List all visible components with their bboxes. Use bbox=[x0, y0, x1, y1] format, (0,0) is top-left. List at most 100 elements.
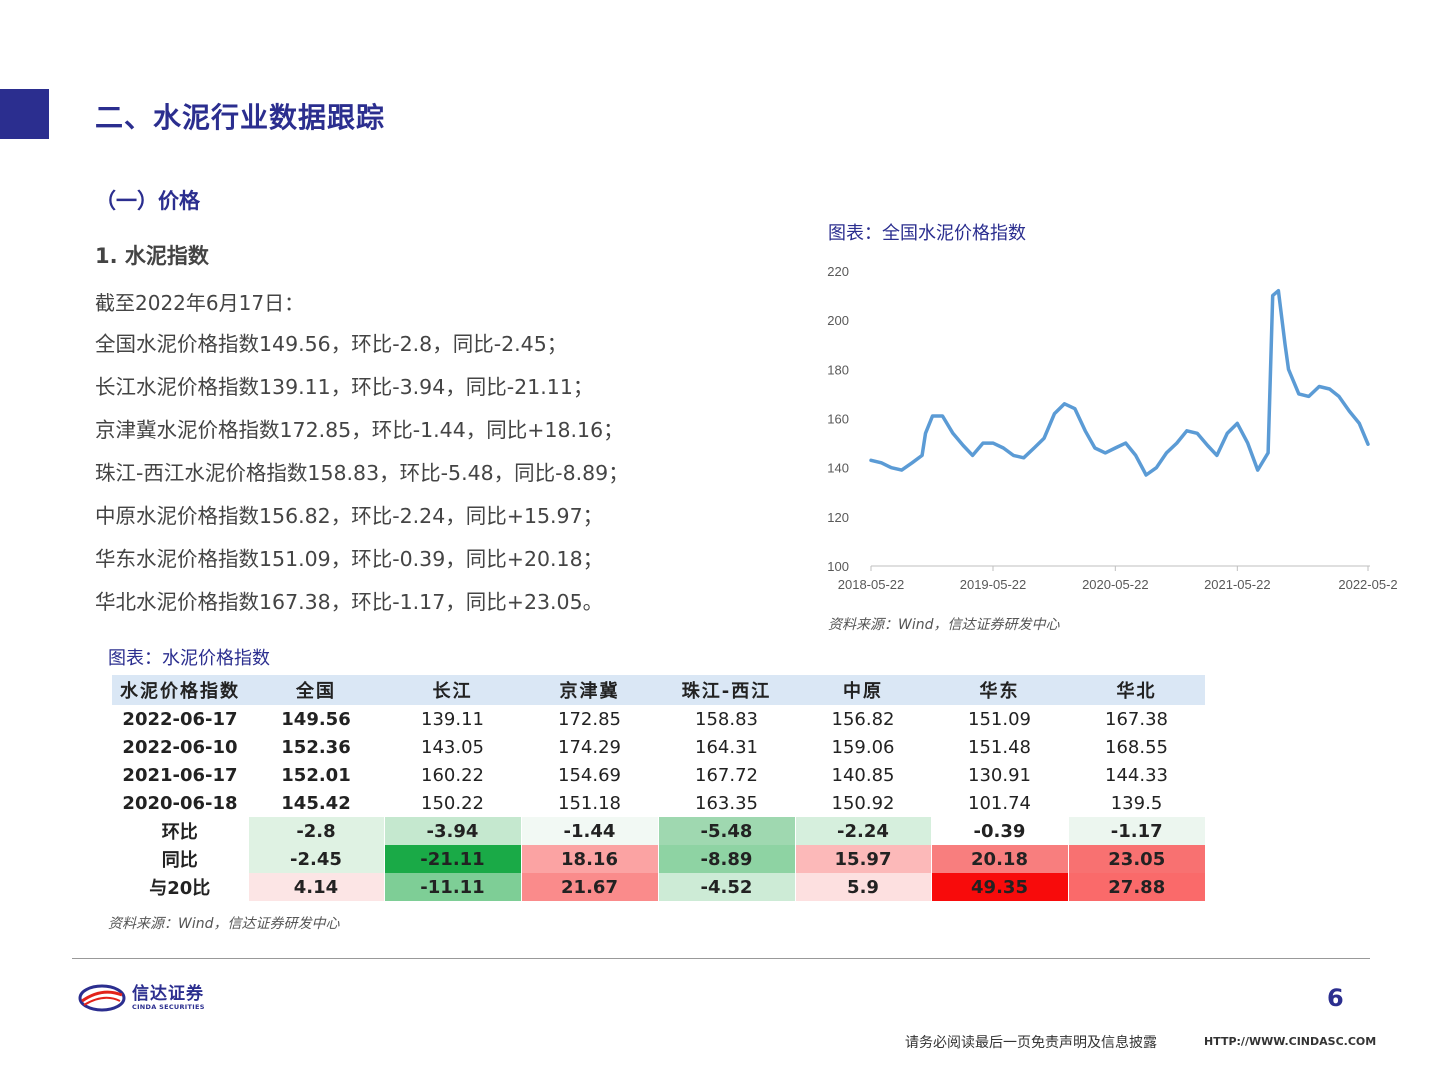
value-cell: -5.48 bbox=[657, 817, 795, 845]
value-cell: -2.24 bbox=[794, 817, 931, 845]
index-line-changjiang: 长江水泥价格指数139.11，环比-3.94，同比-21.11； bbox=[95, 375, 594, 399]
chart-source-note: 资料来源：Wind，信达证券研发中心 bbox=[828, 617, 1060, 633]
value-cell: 139.11 bbox=[421, 708, 484, 730]
sub-subsection-title: 1. 水泥指数 bbox=[95, 244, 209, 268]
value-cell: 149.56 bbox=[281, 708, 351, 730]
row-label-cell: 同比 bbox=[161, 850, 198, 871]
header-cell-region: 京津冀 bbox=[521, 675, 658, 705]
header-cell-region: 华东 bbox=[931, 675, 1068, 705]
logo-english-text: CINDA SECURITIES bbox=[132, 1003, 205, 1011]
row-label-cell: 与20比 bbox=[149, 878, 211, 899]
value-cell: 159.06 bbox=[831, 736, 895, 758]
value-cell: 152.01 bbox=[281, 764, 351, 786]
value-cell: 4.14 bbox=[247, 873, 384, 901]
section-title: 二、水泥行业数据跟踪 bbox=[95, 101, 386, 134]
value-cell: 163.35 bbox=[695, 792, 758, 814]
value-cell: 144.33 bbox=[1105, 764, 1168, 786]
value-cell: 27.88 bbox=[1067, 873, 1205, 901]
value-cell: 160.22 bbox=[421, 764, 484, 786]
value-cell: -2.8 bbox=[247, 817, 384, 845]
y-tick-label: 140 bbox=[827, 461, 849, 476]
value-cell: 15.97 bbox=[794, 845, 931, 873]
national-cement-index-chart: 220 200 180 160 140 120 100 2018-05-22 2019-05-2… bbox=[827, 264, 1397, 592]
x-tick-label: 2019-05-22 bbox=[960, 577, 1026, 592]
header-cell-region: 华北 bbox=[1068, 675, 1205, 705]
value-cell: 49.35 bbox=[930, 873, 1068, 901]
value-cell: 156.82 bbox=[831, 708, 895, 730]
table-row: 2020-06-18 145.42 150.22 151.18 163.35 150.92… bbox=[112, 789, 1205, 817]
index-line-huabei: 华北水泥价格指数167.38，环比-1.17，同比+23.05。 bbox=[95, 590, 604, 614]
row-label-cell: 2021-06-17 bbox=[122, 764, 238, 786]
table-row: 2022-06-17 149.56 139.11 172.85 158.83 156.82… bbox=[112, 705, 1205, 733]
value-cell: 151.09 bbox=[968, 708, 1031, 730]
value-cell: 143.05 bbox=[421, 736, 484, 758]
table-row: 2022-06-10 152.36 143.05 174.29 164.31 159.06… bbox=[112, 733, 1205, 761]
row-label-cell: 2020-06-18 bbox=[122, 792, 238, 814]
value-cell: -21.11 bbox=[383, 845, 521, 873]
website-url[interactable]: HTTP://WWW.CINDASC.COM bbox=[1204, 1035, 1377, 1048]
logo-chinese-text: 信达证券 bbox=[132, 984, 204, 1004]
table-row: 同比 -2.45 -21.11 18.16 -8.89 15.97 20.18 23.05 bbox=[112, 845, 1205, 873]
value-cell: 172.85 bbox=[558, 708, 621, 730]
table-row: 与20比 4.14 -11.11 21.67 -4.52 5.9 49.35 27.88 bbox=[112, 873, 1205, 901]
value-cell: -1.44 bbox=[520, 817, 658, 845]
row-label-cell: 2022-06-17 bbox=[122, 708, 238, 730]
table-header-row: 水泥价格指数 全国 长江 京津冀 珠江-西江 中原 华东 华北 bbox=[112, 675, 1205, 705]
header-cell-region: 珠江-西江 bbox=[658, 675, 795, 705]
disclaimer-text: 请务必阅读最后一页免责声明及信息披露 bbox=[905, 1035, 1157, 1051]
y-tick-label: 100 bbox=[827, 559, 849, 574]
value-cell: 168.55 bbox=[1105, 736, 1168, 758]
index-summary-list: 全国水泥价格指数149.56，环比-2.8，同比-2.45； 长江水泥价格指数1… bbox=[95, 327, 629, 628]
y-tick-label: 160 bbox=[827, 412, 849, 427]
table-row: 环比 -2.8 -3.94 -1.44 -5.48 -2.24 -0.39 -1.17 bbox=[112, 817, 1205, 845]
x-tick-label: 2022-05-2 bbox=[1338, 577, 1397, 592]
subsection-title: （一）价格 bbox=[95, 189, 200, 213]
value-cell: 158.83 bbox=[695, 708, 758, 730]
value-cell: -4.52 bbox=[657, 873, 795, 901]
table-source-note: 资料来源：Wind，信达证券研发中心 bbox=[108, 916, 340, 932]
index-line-zhujiang: 珠江-西江水泥价格指数158.83，环比-5.48，同比-8.89； bbox=[95, 461, 629, 485]
value-cell: 167.38 bbox=[1105, 708, 1168, 730]
value-cell: 154.69 bbox=[558, 764, 621, 786]
value-cell: -1.17 bbox=[1067, 817, 1205, 845]
value-cell: -8.89 bbox=[657, 845, 795, 873]
value-cell: 152.36 bbox=[281, 736, 351, 758]
table-row: 2021-06-17 152.01 160.22 154.69 167.72 140.85… bbox=[112, 761, 1205, 789]
y-tick-label: 200 bbox=[827, 313, 849, 328]
value-cell: 150.92 bbox=[831, 792, 895, 814]
value-cell: 150.22 bbox=[421, 792, 484, 814]
header-cell-region: 中原 bbox=[795, 675, 931, 705]
y-tick-label: 120 bbox=[827, 510, 849, 525]
cutoff-date-text: 截至2022年6月17日： bbox=[95, 291, 305, 315]
header-cell-region: 全国 bbox=[248, 675, 384, 705]
x-tick-label: 2018-05-22 bbox=[838, 577, 905, 592]
value-cell: 5.9 bbox=[794, 873, 931, 901]
header-cell-label: 水泥价格指数 bbox=[112, 675, 248, 705]
header-cell-region: 长江 bbox=[384, 675, 521, 705]
cement-index-table: 水泥价格指数 全国 长江 京津冀 珠江-西江 中原 华东 华北 2022-06-17 149.5… bbox=[112, 675, 1205, 901]
value-cell: 151.48 bbox=[968, 736, 1031, 758]
value-cell: -3.94 bbox=[383, 817, 521, 845]
series-line-national-index bbox=[869, 288, 1370, 477]
title-accent-bar bbox=[0, 89, 49, 139]
value-cell: 167.72 bbox=[695, 764, 758, 786]
value-cell: 140.85 bbox=[831, 764, 895, 786]
y-tick-label: 180 bbox=[827, 362, 849, 377]
row-label-cell: 环比 bbox=[161, 822, 198, 843]
value-cell: 139.5 bbox=[1110, 792, 1163, 814]
value-cell: 174.29 bbox=[558, 736, 621, 758]
index-line-zhongyuan: 中原水泥价格指数156.82，环比-2.24，同比+15.97； bbox=[95, 504, 604, 528]
index-line-huadong: 华东水泥价格指数151.09，环比-0.39，同比+20.18； bbox=[95, 547, 604, 571]
value-cell: 23.05 bbox=[1067, 845, 1205, 873]
x-tick-label: 2020-05-22 bbox=[1082, 577, 1149, 592]
value-cell: -2.45 bbox=[247, 845, 384, 873]
row-label-cell: 2022-06-10 bbox=[122, 736, 238, 758]
y-tick-label: 220 bbox=[827, 264, 849, 279]
value-cell: 145.42 bbox=[281, 792, 351, 814]
value-cell: 164.31 bbox=[695, 736, 758, 758]
index-line-national: 全国水泥价格指数149.56，环比-2.8，同比-2.45； bbox=[95, 332, 568, 356]
chart-title: 图表：全国水泥价格指数 bbox=[828, 223, 1026, 244]
cinda-logo: 信达证券 CINDA SECURITIES bbox=[78, 983, 205, 1013]
value-cell: 130.91 bbox=[968, 764, 1031, 786]
value-cell: 151.18 bbox=[558, 792, 621, 814]
